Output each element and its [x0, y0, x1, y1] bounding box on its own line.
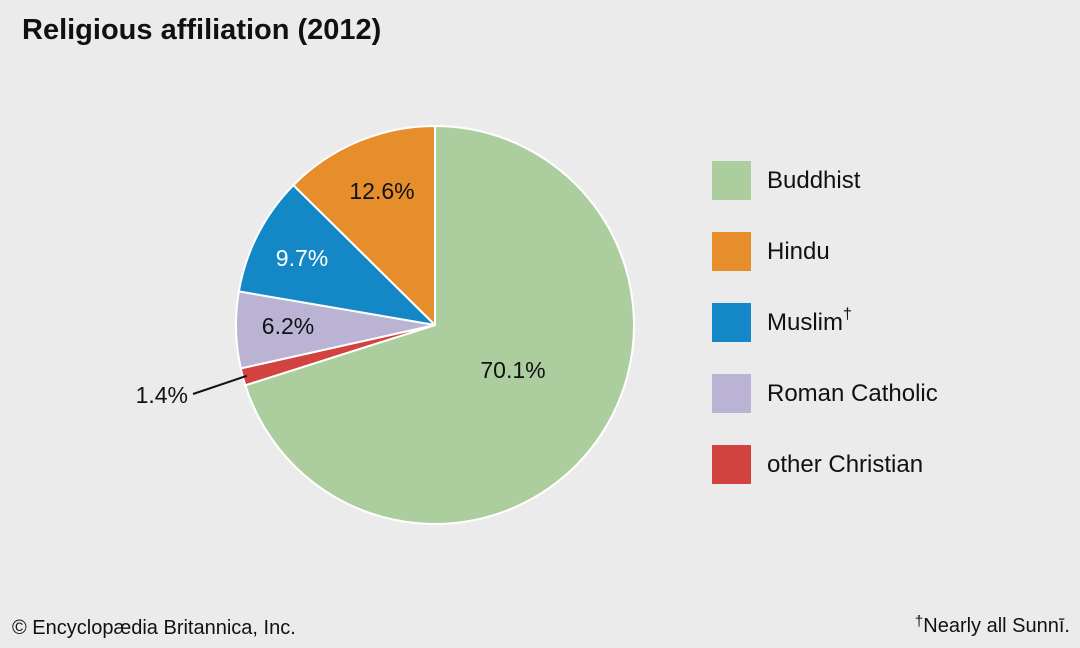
legend-label-hindu: Hindu [767, 237, 830, 265]
legend-item-other-christian: other Christian [712, 444, 938, 485]
copyright-credit: © Encyclopædia Britannica, Inc. [12, 617, 296, 639]
legend-label-muslim-text: Muslim [767, 308, 843, 336]
legend-swatch-roman-catholic [712, 374, 751, 413]
slice-label-hindu: 12.6% [349, 178, 414, 204]
pie-slices [235, 125, 635, 525]
legend-swatch-other-christian [712, 445, 751, 484]
pie-slice-hindu [292, 125, 436, 326]
legend-swatch-muslim [712, 303, 751, 342]
legend-item-roman-catholic: Roman Catholic [712, 373, 938, 414]
chart-title: Religious affiliation (2012) [22, 14, 382, 46]
legend-swatch-hindu [712, 232, 751, 271]
legend-item-muslim: Muslim† [712, 302, 938, 343]
footnote-dagger: † [914, 613, 924, 630]
legend-label-other-christian: other Christian [767, 450, 924, 478]
slice-label-buddhist: 70.1% [480, 357, 545, 383]
slice-label-muslim: 9.7% [276, 245, 328, 271]
legend: Buddhist Hindu Muslim† Roman Catholic ot… [712, 160, 938, 515]
footnote: †Nearly all Sunnī. [914, 613, 1070, 638]
slice-label-other-christian: 1.4% [136, 382, 188, 408]
legend-label-roman-catholic: Roman Catholic [767, 379, 938, 407]
legend-item-hindu: Hindu [712, 231, 938, 272]
legend-item-buddhist: Buddhist [712, 160, 938, 201]
pie-slice-muslim [237, 184, 436, 326]
legend-swatch-buddhist [712, 161, 751, 200]
legend-label-muslim: Muslim† [767, 305, 852, 337]
dagger-marker: † [843, 305, 852, 323]
pie-slice-buddhist [244, 125, 635, 525]
footnote-text: Nearly all Sunnī. [923, 615, 1070, 637]
leader-line-other-christian [192, 374, 248, 395]
legend-label-buddhist: Buddhist [767, 166, 861, 194]
slice-label-roman-catholic: 6.2% [262, 313, 314, 339]
pie-labels: 70.1% 1.4% 6.2% 9.7% 12.6% [136, 178, 546, 408]
